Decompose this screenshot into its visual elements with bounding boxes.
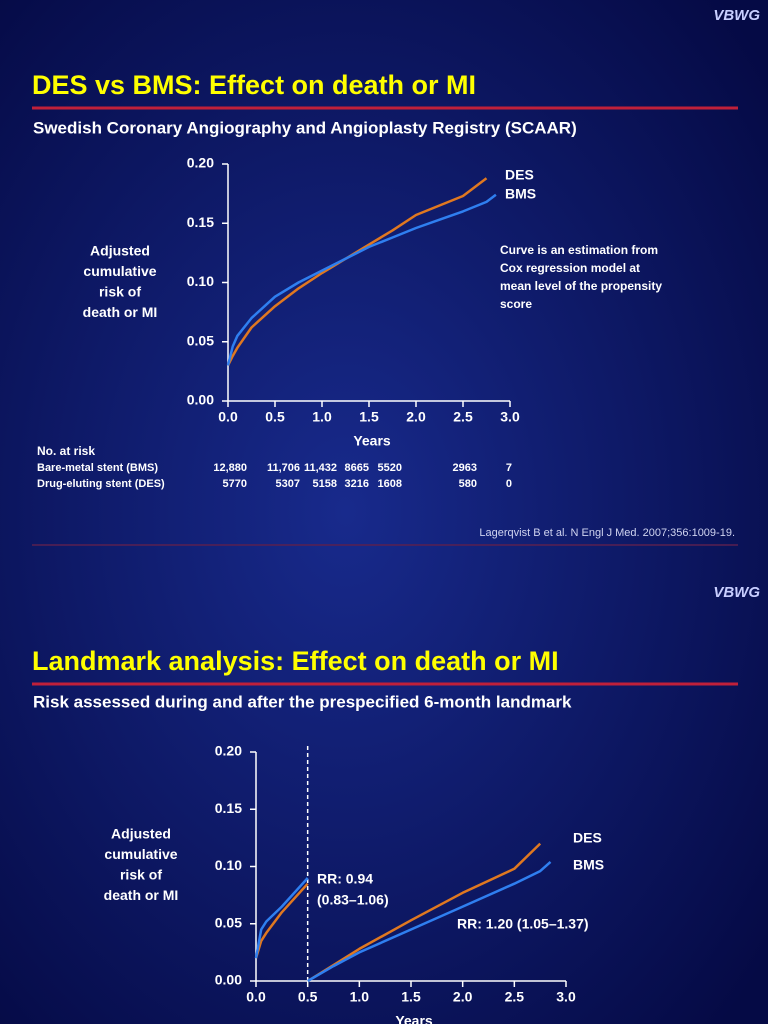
brand: VBWG (713, 7, 760, 24)
x-tick-label: 3.0 (500, 409, 520, 425)
x-tick-label: 0.0 (218, 409, 238, 425)
risk-cell: 2963 (453, 462, 477, 474)
y-tick-label: 0.10 (215, 857, 242, 873)
risk-cell: 3216 (345, 478, 369, 490)
risk-cell: 5158 (313, 478, 337, 490)
y-axis-label: Adjusted (111, 826, 171, 842)
x-axis-label: Years (395, 1013, 433, 1024)
risk-cell: 8665 (345, 462, 369, 474)
x-tick-label: 3.0 (556, 989, 576, 1005)
annotation: RR: 1.20 (1.05–1.37) (457, 916, 589, 932)
risk-row-label: Drug-eluting stent (DES) (37, 478, 165, 490)
legend-label: BMS (505, 186, 536, 202)
y-axis-label: death or MI (83, 304, 158, 320)
x-tick-label: 2.5 (453, 409, 473, 425)
x-tick-label: 2.0 (406, 409, 426, 425)
risk-cell: 11,432 (304, 462, 337, 474)
x-tick-label: 0.0 (246, 989, 266, 1005)
x-tick-label: 1.5 (401, 989, 421, 1005)
y-axis-label: risk of (99, 284, 141, 300)
risk-table-title: No. at risk (37, 444, 95, 458)
annotation: RR: 0.94 (317, 871, 373, 887)
risk-cell: 0 (506, 478, 512, 490)
x-tick-label: 0.5 (298, 989, 318, 1005)
risk-cell: 5307 (276, 478, 300, 490)
note: Curve is an estimation from (500, 243, 658, 257)
y-tick-label: 0.10 (187, 273, 214, 289)
legend-label: DES (505, 167, 534, 183)
risk-cell: 7 (506, 462, 512, 474)
slide-subtitle: Swedish Coronary Angiography and Angiopl… (33, 118, 577, 137)
citation: Lagerqvist B et al. N Engl J Med. 2007;3… (479, 527, 735, 539)
x-axis-label: Years (353, 433, 391, 449)
risk-cell: 5520 (378, 462, 402, 474)
brand: VBWG (713, 584, 760, 601)
y-tick-label: 0.15 (215, 800, 242, 816)
x-tick-label: 1.0 (350, 989, 370, 1005)
risk-cell: 580 (459, 478, 477, 490)
note: mean level of the propensity (500, 279, 662, 293)
risk-row-label: Bare-metal stent (BMS) (37, 462, 158, 474)
x-tick-label: 0.5 (265, 409, 285, 425)
y-tick-label: 0.00 (215, 972, 242, 988)
annotation: (0.83–1.06) (317, 892, 389, 908)
y-tick-label: 0.05 (187, 332, 214, 348)
slide-title: Landmark analysis: Effect on death or MI (32, 646, 559, 676)
y-axis-label: cumulative (104, 846, 177, 862)
x-tick-label: 2.5 (505, 989, 525, 1005)
y-tick-label: 0.00 (187, 392, 214, 408)
slide-title: DES vs BMS: Effect on death or MI (32, 70, 476, 100)
risk-cell: 5770 (223, 478, 247, 490)
x-tick-label: 1.0 (312, 409, 332, 425)
y-tick-label: 0.20 (215, 743, 242, 759)
x-tick-label: 1.5 (359, 409, 379, 425)
series-line (254, 860, 552, 983)
y-axis-label: cumulative (83, 263, 156, 279)
note: score (500, 297, 532, 311)
y-tick-label: 0.20 (187, 155, 214, 171)
legend-label: BMS (573, 857, 604, 873)
risk-cell: 1608 (378, 478, 402, 490)
risk-cell: 12,880 (213, 462, 247, 474)
note: Cox regression model at (500, 261, 640, 275)
y-tick-label: 0.05 (215, 914, 242, 930)
y-axis-label: Adjusted (90, 243, 150, 259)
y-tick-label: 0.15 (187, 214, 214, 230)
series-line (226, 193, 497, 366)
slide-subtitle: Risk assessed during and after the presp… (33, 692, 572, 711)
risk-cell: 11,706 (267, 462, 300, 474)
x-tick-label: 2.0 (453, 989, 473, 1005)
y-axis-label: death or MI (104, 887, 179, 903)
y-axis-label: risk of (120, 867, 162, 883)
legend-label: DES (573, 830, 602, 846)
